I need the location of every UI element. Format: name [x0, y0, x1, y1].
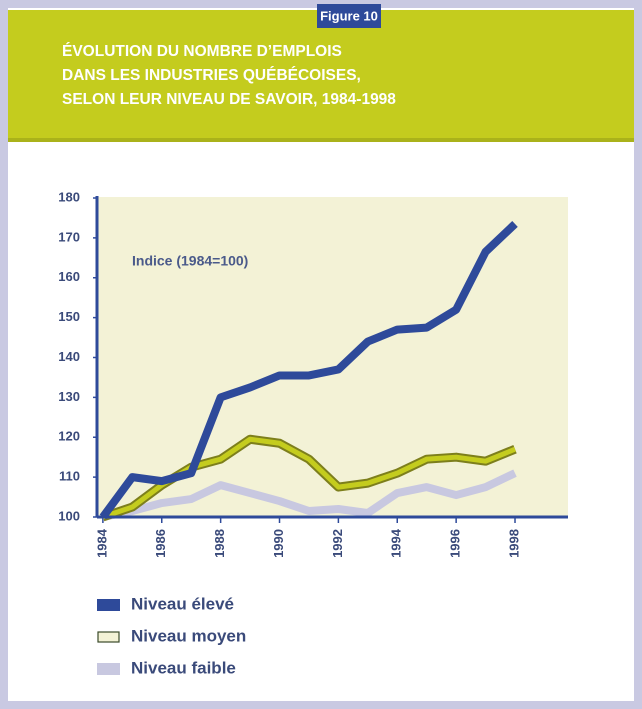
- series-line: [102, 469, 517, 521]
- figure-label: Figure 10: [320, 8, 378, 23]
- series-line: [99, 221, 518, 520]
- x-tick-label: 1984: [94, 528, 109, 558]
- y-tick-label: 110: [59, 469, 80, 484]
- title-line: DANS LES INDUSTRIES QUÉBÉCOISES,: [62, 67, 361, 84]
- figure-tab: [317, 4, 381, 28]
- x-tick-label: 1992: [330, 529, 345, 558]
- annotation: Indice (1984=100): [132, 253, 248, 269]
- header-edge: [8, 138, 634, 142]
- legend-swatch: [97, 599, 120, 611]
- legend-label: Niveau moyen: [131, 626, 246, 645]
- y-tick-label: 160: [58, 269, 80, 284]
- legend-swatch: [97, 631, 120, 643]
- legend-swatch: [97, 663, 120, 675]
- legend-label: Niveau élevé: [131, 594, 234, 613]
- x-tick-label: 1986: [153, 529, 168, 558]
- legend-label: Niveau faible: [131, 658, 236, 677]
- y-tick-label: 150: [58, 309, 80, 324]
- x-tick-label: 1990: [271, 529, 286, 558]
- title-line: ÉVOLUTION DU NOMBRE D’EMPLOIS: [62, 43, 342, 60]
- y-tick-label: 100: [58, 508, 80, 523]
- y-tick-label: 120: [58, 429, 80, 444]
- y-tick-label: 130: [58, 389, 80, 404]
- x-tick-label: 1996: [448, 529, 463, 558]
- x-tick-label: 1998: [506, 529, 521, 558]
- header: [8, 10, 634, 142]
- x-tick-label: 1994: [389, 528, 404, 558]
- y-tick-label: 180: [58, 189, 80, 204]
- title-line: SELON LEUR NIVEAU DE SAVOIR, 1984-1998: [62, 91, 396, 108]
- y-tick-label: 140: [58, 349, 80, 364]
- x-tick-label: 1988: [212, 529, 227, 558]
- y-tick-label: 170: [58, 229, 80, 244]
